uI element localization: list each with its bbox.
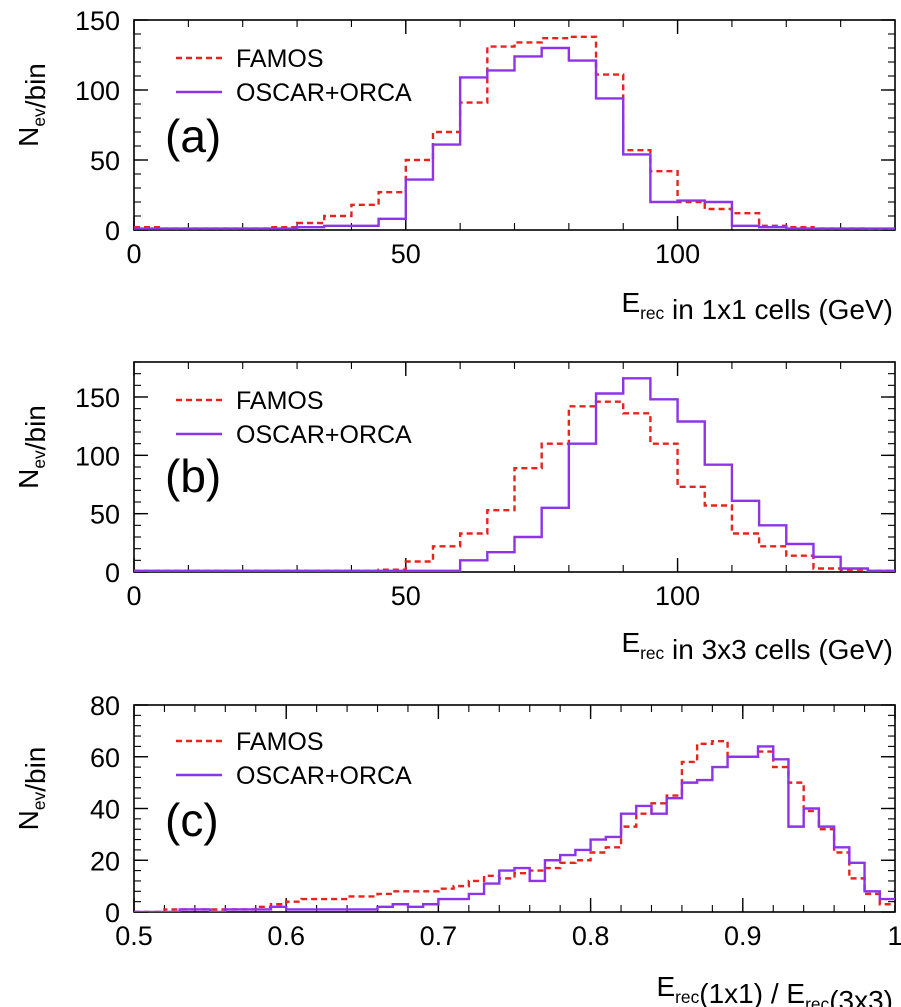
panel-b: 0 50 100 0 50 100 150 Nev/bin Erec in 3x3 cells … xyxy=(13,361,896,665)
y-tick-label: 0 xyxy=(105,216,120,246)
panel-label: (c) xyxy=(165,794,219,846)
panel-c: 0.5 0.6 0.7 0.8 0.9 1 0 20 40 60 80 Nev/bin Erec(1x1… xyxy=(13,691,901,1007)
legend: FAMOS OSCAR+ORCA xyxy=(176,728,412,790)
legend-label: FAMOS xyxy=(236,45,324,73)
histogram-series-oscar-orca xyxy=(134,377,895,572)
y-axis-label: Nev/bin xyxy=(13,747,51,831)
x-tick-label: 0.5 xyxy=(115,921,153,951)
y-tick-label: 0 xyxy=(105,898,120,928)
x-tick-label: 50 xyxy=(391,581,421,611)
y-tick-label: 80 xyxy=(90,691,120,721)
x-tick-label: 1 xyxy=(887,921,901,951)
y-tick-label: 0 xyxy=(105,558,120,588)
legend-label: OSCAR+ORCA xyxy=(236,762,412,790)
panel-a: 0 50 100 0 50 100 150 Nev/bin Erec in 1x1 cells … xyxy=(13,6,896,325)
histogram-series-famos xyxy=(134,35,895,230)
x-tick-label: 0.9 xyxy=(724,921,762,951)
legend-label: OSCAR+ORCA xyxy=(236,79,412,107)
y-tick-label: 60 xyxy=(90,743,120,773)
histogram-series-oscar-orca xyxy=(134,745,895,912)
x-tick-label: 0.6 xyxy=(267,921,305,951)
y-tick-label: 150 xyxy=(75,383,120,413)
x-tick-label: 0.7 xyxy=(420,921,458,951)
panel-label: (a) xyxy=(165,110,221,162)
x-tick-label: 0 xyxy=(126,581,141,611)
x-tick-label: 100 xyxy=(655,239,700,269)
x-axis-label: Erec in 3x3 cells (GeV) xyxy=(621,627,893,665)
y-axis-label: Nev/bin xyxy=(13,63,51,147)
panel-label: (b) xyxy=(165,450,221,502)
x-axis-label: Erec in 1x1 cells (GeV) xyxy=(621,287,893,325)
histogram-series-oscar-orca xyxy=(134,46,895,230)
y-tick-label: 150 xyxy=(75,6,120,36)
y-tick-label: 40 xyxy=(90,795,120,825)
x-tick-label: 0.8 xyxy=(572,921,610,951)
y-tick-label: 50 xyxy=(90,500,120,530)
legend: FAMOS OSCAR+ORCA xyxy=(176,387,412,449)
x-axis-label: Erec(1x1) / Erec(3x3) xyxy=(656,971,893,1007)
y-axis-label: Nev/bin xyxy=(13,405,51,489)
legend: FAMOS OSCAR+ORCA xyxy=(176,45,412,107)
legend-label: FAMOS xyxy=(236,728,324,756)
y-tick-label: 100 xyxy=(75,441,120,471)
x-tick-label: 100 xyxy=(655,581,700,611)
y-tick-label: 100 xyxy=(75,76,120,106)
x-tick-label: 0 xyxy=(126,239,141,269)
y-tick-label: 50 xyxy=(90,146,120,176)
legend-label: OSCAR+ORCA xyxy=(236,421,412,449)
histogram-series-famos xyxy=(134,740,895,912)
y-tick-label: 20 xyxy=(90,846,120,876)
legend-label: FAMOS xyxy=(236,387,324,415)
x-tick-label: 50 xyxy=(391,239,421,269)
